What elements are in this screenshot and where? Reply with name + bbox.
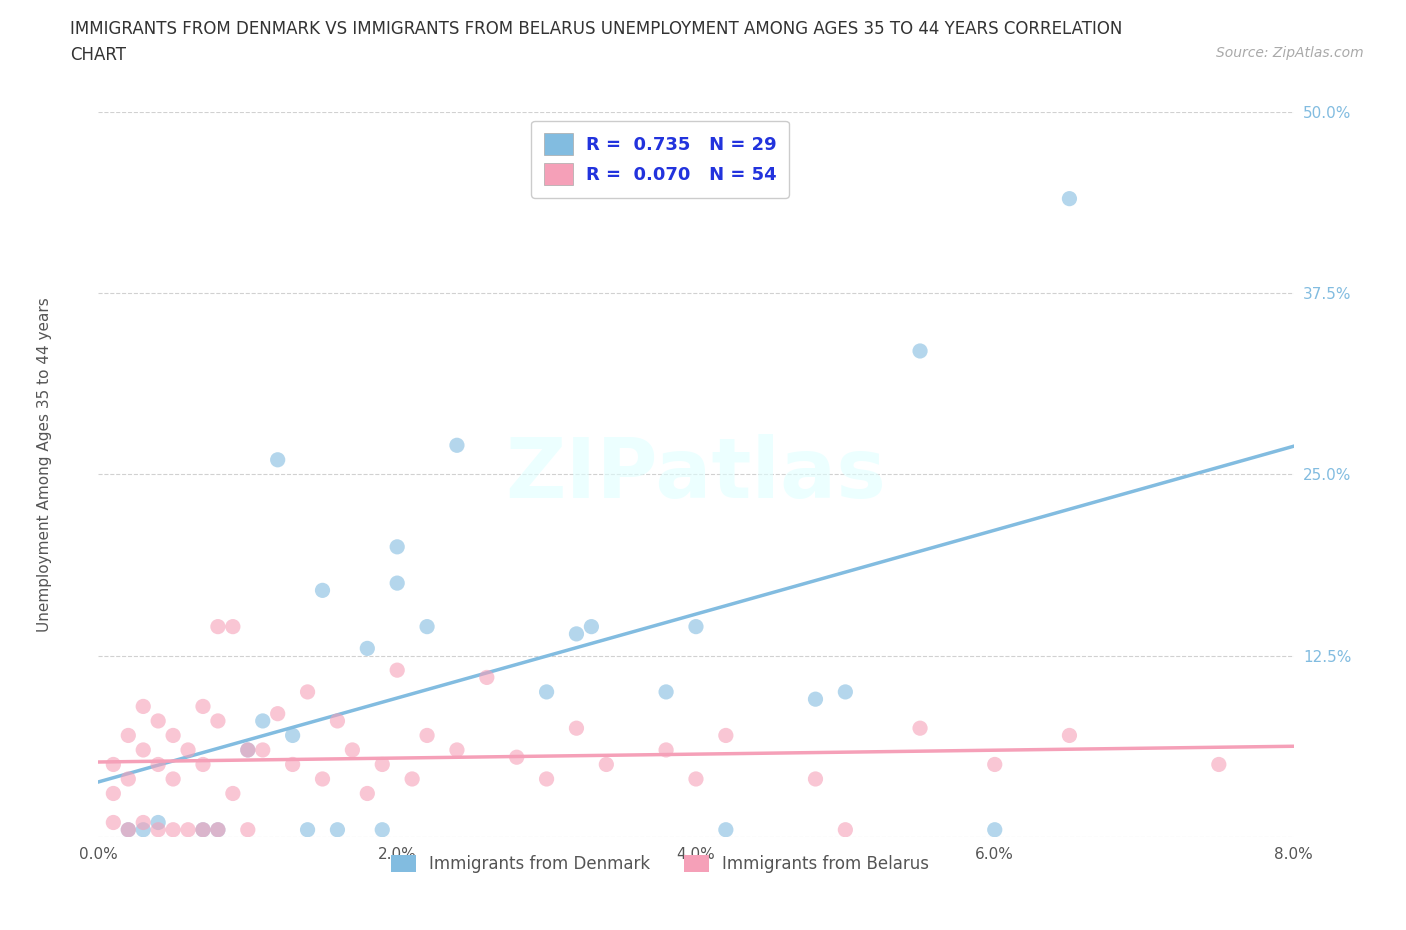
Point bbox=[655, 742, 678, 757]
Point bbox=[267, 706, 290, 721]
Point bbox=[326, 713, 349, 728]
Point bbox=[252, 713, 274, 728]
Point bbox=[236, 742, 259, 757]
Point bbox=[714, 822, 737, 837]
Point bbox=[1059, 192, 1081, 206]
Point bbox=[475, 670, 498, 684]
Text: CHART: CHART bbox=[70, 46, 127, 64]
Point bbox=[401, 772, 423, 787]
Point bbox=[385, 539, 409, 554]
Point bbox=[595, 757, 617, 772]
Point bbox=[207, 713, 229, 728]
Point bbox=[385, 576, 409, 591]
Point bbox=[804, 692, 827, 707]
Point bbox=[908, 721, 931, 736]
Point bbox=[132, 742, 155, 757]
Point bbox=[446, 742, 468, 757]
Point bbox=[416, 619, 439, 634]
Point bbox=[356, 786, 378, 801]
Point bbox=[446, 438, 468, 453]
Point bbox=[117, 772, 139, 787]
Point bbox=[117, 822, 139, 837]
Point bbox=[191, 699, 214, 714]
Point bbox=[191, 822, 214, 837]
Point bbox=[311, 772, 333, 787]
Point bbox=[581, 619, 603, 634]
Point bbox=[191, 757, 214, 772]
Point bbox=[207, 619, 229, 634]
Point bbox=[177, 742, 200, 757]
Point bbox=[132, 815, 155, 830]
Text: IMMIGRANTS FROM DENMARK VS IMMIGRANTS FROM BELARUS UNEMPLOYMENT AMONG AGES 35 TO: IMMIGRANTS FROM DENMARK VS IMMIGRANTS FR… bbox=[70, 20, 1122, 38]
Point bbox=[714, 728, 737, 743]
Point bbox=[342, 742, 364, 757]
Point bbox=[148, 822, 170, 837]
Point bbox=[834, 822, 856, 837]
Point bbox=[536, 772, 558, 787]
Point bbox=[132, 699, 155, 714]
Point bbox=[281, 728, 304, 743]
Point bbox=[162, 728, 184, 743]
Point bbox=[162, 772, 184, 787]
Point bbox=[103, 815, 125, 830]
Point bbox=[984, 757, 1007, 772]
Point bbox=[148, 815, 170, 830]
Legend: Immigrants from Denmark, Immigrants from Belarus: Immigrants from Denmark, Immigrants from… bbox=[384, 848, 936, 880]
Point bbox=[371, 757, 394, 772]
Point bbox=[103, 786, 125, 801]
Point bbox=[148, 757, 170, 772]
Point bbox=[565, 721, 588, 736]
Point bbox=[371, 822, 394, 837]
Point bbox=[297, 684, 319, 699]
Point bbox=[162, 822, 184, 837]
Point bbox=[416, 728, 439, 743]
Point bbox=[385, 663, 409, 678]
Point bbox=[281, 757, 304, 772]
Point bbox=[536, 684, 558, 699]
Point bbox=[207, 822, 229, 837]
Point bbox=[655, 684, 678, 699]
Point bbox=[1059, 728, 1081, 743]
Point bbox=[326, 822, 349, 837]
Point bbox=[207, 822, 229, 837]
Point bbox=[267, 452, 290, 467]
Point bbox=[222, 619, 245, 634]
Point bbox=[834, 684, 856, 699]
Point bbox=[177, 822, 200, 837]
Point bbox=[506, 750, 529, 764]
Point bbox=[252, 742, 274, 757]
Point bbox=[297, 822, 319, 837]
Point bbox=[117, 728, 139, 743]
Point bbox=[148, 713, 170, 728]
Point bbox=[685, 619, 707, 634]
Point bbox=[103, 757, 125, 772]
Point bbox=[311, 583, 333, 598]
Point bbox=[191, 822, 214, 837]
Point bbox=[565, 627, 588, 642]
Point bbox=[222, 786, 245, 801]
Text: Source: ZipAtlas.com: Source: ZipAtlas.com bbox=[1216, 46, 1364, 60]
Text: Unemployment Among Ages 35 to 44 years: Unemployment Among Ages 35 to 44 years bbox=[38, 298, 52, 632]
Point bbox=[804, 772, 827, 787]
Point bbox=[117, 822, 139, 837]
Point bbox=[685, 772, 707, 787]
Text: ZIPatlas: ZIPatlas bbox=[506, 433, 886, 515]
Point bbox=[236, 742, 259, 757]
Point bbox=[908, 343, 931, 358]
Point bbox=[984, 822, 1007, 837]
Point bbox=[1208, 757, 1230, 772]
Point bbox=[236, 822, 259, 837]
Point bbox=[132, 822, 155, 837]
Point bbox=[356, 641, 378, 656]
